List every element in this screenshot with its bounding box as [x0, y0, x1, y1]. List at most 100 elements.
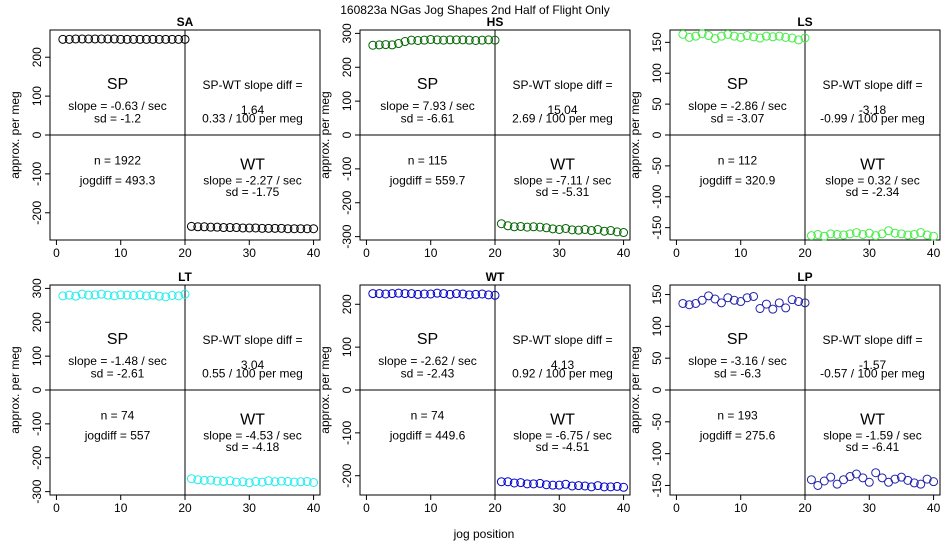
data-point	[839, 230, 849, 240]
x-tick-label: 20	[178, 501, 192, 515]
y-tick-label: 100	[650, 316, 664, 336]
x-tick-label: 40	[307, 246, 321, 260]
data-point	[445, 289, 455, 299]
data-point	[71, 291, 81, 301]
data-point	[167, 34, 177, 44]
sp-sd-text: sd = -3.07	[711, 111, 765, 125]
slope-diff-value: -1.57	[859, 358, 887, 372]
data-point	[858, 473, 868, 483]
data-point	[206, 222, 216, 232]
data-point	[736, 32, 746, 42]
data-point	[154, 34, 164, 44]
sp-label: SP	[107, 331, 128, 348]
y-axis-label: approx. per meg	[8, 346, 22, 433]
data-point	[593, 481, 603, 491]
data-point	[219, 223, 229, 233]
y-tick-label: -150	[650, 215, 664, 239]
data-point	[509, 478, 519, 488]
data-point	[180, 34, 190, 44]
data-point	[464, 35, 474, 45]
y-tick-label: -150	[650, 473, 664, 497]
wt-slope-text: slope = -7.11 / sec	[514, 173, 612, 187]
y-tick-label: 100	[340, 91, 354, 111]
slope-diff-title: SP-WT slope diff =	[513, 78, 613, 92]
n-count-text: n = 74	[411, 408, 445, 422]
y-tick-label: 0	[650, 131, 664, 138]
sp-slope-text: slope = 7.93 / sec	[380, 99, 474, 113]
x-tick-label: 30	[243, 501, 257, 515]
data-point	[193, 475, 203, 485]
data-point	[471, 289, 481, 299]
y-tick-label: -200	[30, 445, 44, 469]
wt-sd-text: sd = -6.41	[846, 440, 900, 454]
jogdiff-text: jogdiff = 275.6	[699, 428, 776, 442]
data-point	[154, 291, 164, 301]
data-point	[787, 295, 797, 305]
data-point	[419, 35, 429, 45]
data-point	[225, 476, 235, 486]
data-point	[490, 35, 500, 45]
data-point	[871, 468, 881, 478]
data-point	[619, 482, 629, 492]
data-point	[877, 473, 887, 483]
data-point	[109, 291, 119, 301]
slope-diff-title: SP-WT slope diff =	[203, 333, 303, 347]
data-point	[458, 35, 468, 45]
data-point	[864, 228, 874, 238]
data-point	[871, 231, 881, 241]
data-point	[509, 222, 519, 232]
y-tick-label: 0	[30, 131, 44, 138]
data-point	[612, 481, 622, 491]
data-point	[77, 34, 87, 44]
panel-wt: WT 0 10 20 30 40 -200 -100 0 100 200 approx. per me…	[318, 270, 631, 515]
data-point	[794, 297, 804, 307]
data-point	[774, 298, 784, 308]
data-point	[289, 477, 299, 487]
data-point	[180, 289, 190, 299]
data-point	[574, 225, 584, 235]
data-point	[586, 482, 596, 492]
data-point	[96, 289, 106, 299]
data-point	[90, 290, 100, 300]
data-point	[129, 291, 139, 300]
panel-title: WT	[486, 270, 505, 284]
wt-sd-text: sd = -2.34	[846, 185, 900, 199]
data-point	[496, 477, 506, 487]
data-point	[710, 34, 720, 44]
data-point	[909, 478, 919, 488]
data-point	[903, 230, 913, 240]
data-point	[864, 477, 874, 487]
wt-sd-text: sd = -5.31	[536, 185, 590, 199]
x-tick-label: 40	[927, 246, 941, 260]
x-tick-label: 10	[424, 246, 438, 260]
data-point	[451, 289, 461, 299]
y-tick-label: 200	[30, 47, 44, 67]
x-tick-label: 10	[114, 501, 128, 515]
data-point	[283, 476, 293, 486]
y-tick-label: -200	[30, 200, 44, 224]
slope-diff-value: 3.04	[241, 358, 265, 372]
data-point	[186, 474, 196, 484]
x-axis-label: jog position	[453, 527, 515, 541]
data-point	[929, 231, 939, 241]
data-point	[484, 290, 494, 300]
y-tick-label: 150	[650, 284, 664, 304]
sp-label: SP	[417, 76, 438, 93]
data-point	[890, 474, 900, 484]
y-tick-label: -300	[30, 479, 44, 503]
data-point	[244, 223, 254, 233]
data-point	[612, 227, 622, 237]
data-point	[599, 482, 609, 492]
data-point	[432, 288, 442, 298]
wt-slope-text: slope = -1.59 / sec	[823, 428, 921, 442]
data-point	[276, 223, 286, 233]
n-count-text: n = 115	[408, 153, 448, 167]
data-point	[212, 476, 222, 486]
data-point	[432, 35, 442, 45]
slope-diff-title: SP-WT slope diff =	[823, 333, 923, 347]
data-point	[283, 224, 293, 234]
data-point	[729, 31, 739, 41]
data-point	[109, 34, 119, 44]
